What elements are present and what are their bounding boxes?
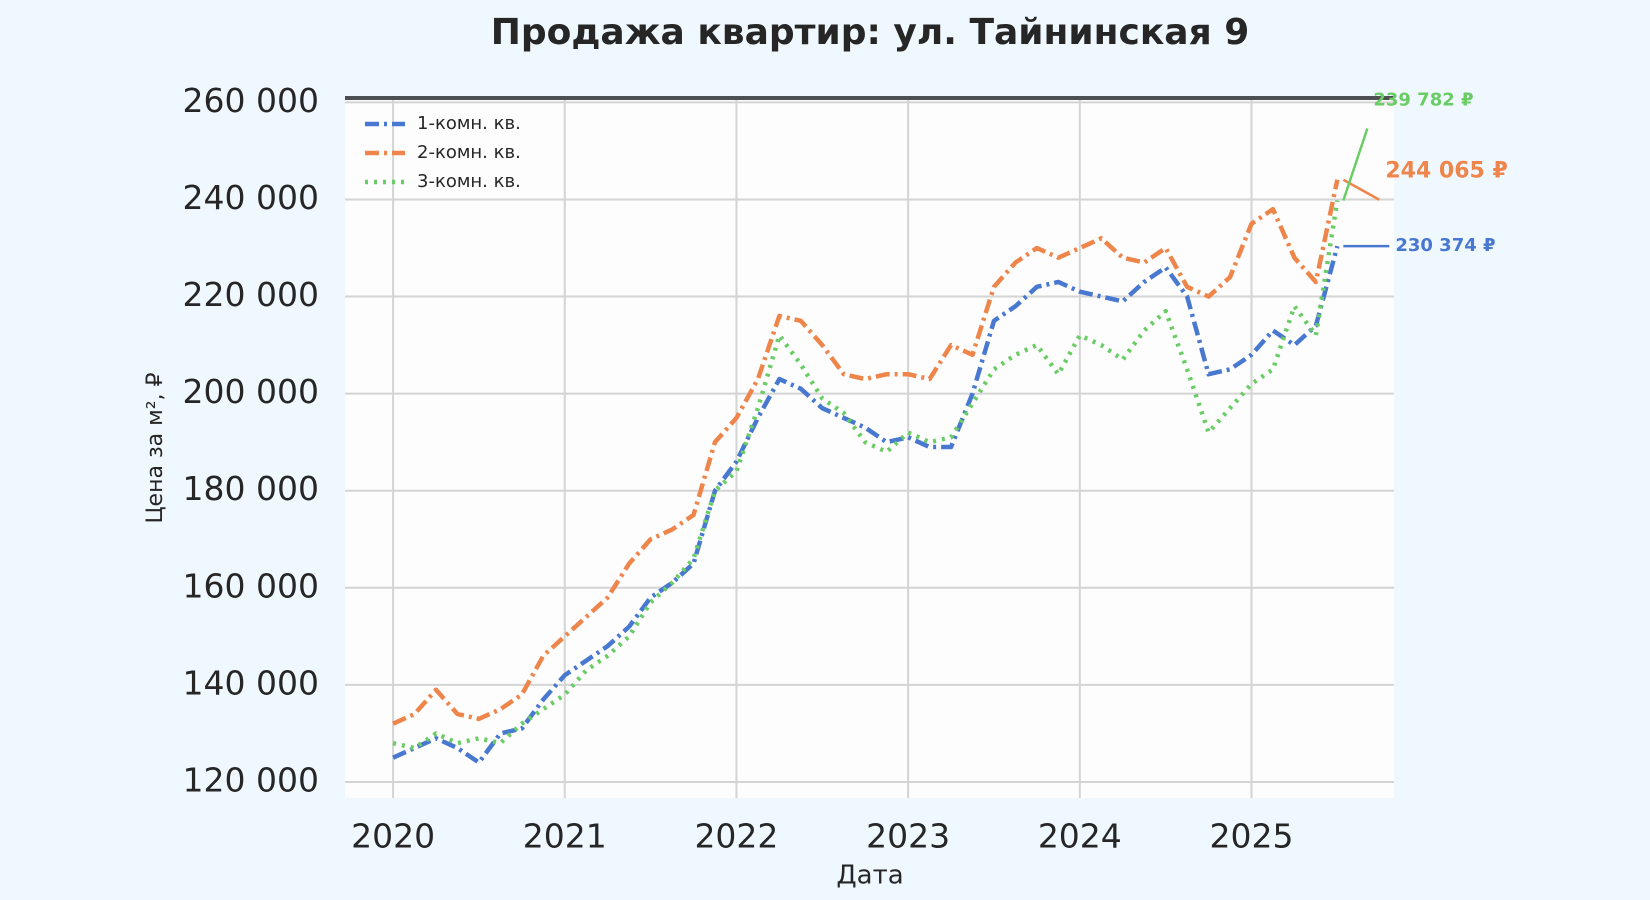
legend-label: 3-комн. кв. [417, 171, 521, 192]
y-tick-label: 260 000 [183, 81, 319, 120]
plot-area [345, 98, 1394, 798]
y-axis-label: Цена за м², ₽ [143, 372, 168, 523]
y-tick-label: 140 000 [183, 663, 319, 702]
x-axis-label: Дата [836, 861, 903, 891]
value-label: 230 374 ₽ [1395, 235, 1495, 256]
x-tick-label: 2024 [1038, 817, 1122, 856]
x-tick-label: 2020 [351, 817, 435, 856]
legend-label: 2-комн. кв. [417, 142, 521, 163]
chart-title: Продажа квартир: ул. Тайнинская 9 [491, 12, 1250, 53]
series-line [392, 245, 1340, 765]
annotation-arrow [1342, 128, 1369, 201]
y-tick-label: 220 000 [183, 275, 319, 314]
x-tick-label: 2023 [866, 817, 950, 856]
x-tick-label: 2021 [523, 817, 607, 856]
series-line [392, 200, 1340, 751]
y-tick-label: 120 000 [183, 760, 319, 799]
value-label: 244 065 ₽ [1385, 159, 1507, 184]
series-line [392, 179, 1340, 726]
y-tick-label: 240 000 [183, 178, 319, 217]
x-tick-label: 2022 [694, 817, 778, 856]
y-tick-label: 200 000 [183, 372, 319, 411]
y-tick-label: 180 000 [183, 469, 319, 508]
y-tick-label: 160 000 [183, 566, 319, 605]
legend-label: 1-комн. кв. [417, 113, 521, 134]
value-label: 239 782 ₽ [1373, 90, 1473, 111]
x-tick-label: 2025 [1210, 817, 1294, 856]
